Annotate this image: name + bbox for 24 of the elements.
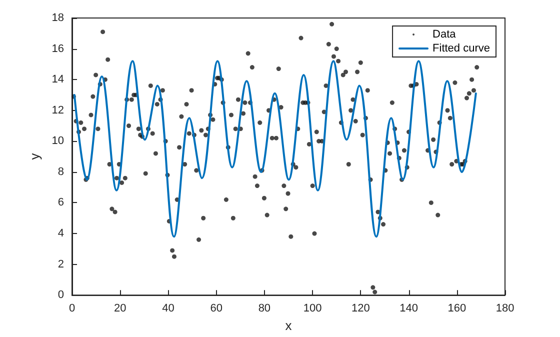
y-axis-title: y bbox=[26, 152, 42, 160]
x-tick-label: 0 bbox=[68, 302, 76, 315]
legend-label: Fitted curve bbox=[432, 42, 490, 54]
x-tick-label: 120 bbox=[351, 302, 370, 315]
y-tick-label: 18 bbox=[52, 12, 64, 24]
x-tick-label: 20 bbox=[114, 302, 126, 315]
y-tick-label: 2 bbox=[58, 258, 64, 270]
x-tick-label: 140 bbox=[400, 302, 418, 315]
x-tick-label: 160 bbox=[448, 302, 466, 315]
y-tick-label: 4 bbox=[58, 228, 64, 240]
y-tick-label: 8 bbox=[58, 166, 64, 178]
x-tick-label: 100 bbox=[303, 302, 322, 315]
x-tick-label: 40 bbox=[162, 302, 174, 315]
y-tick-label: 0 bbox=[58, 289, 64, 302]
x-tick-label: 60 bbox=[210, 302, 222, 315]
y-tick-label: 10 bbox=[52, 135, 64, 148]
x-tick-label: 180 bbox=[496, 302, 514, 315]
y-tick-label: 16 bbox=[52, 42, 64, 55]
x-tick-label: 80 bbox=[258, 302, 271, 315]
text: Data bbox=[432, 28, 457, 40]
y-tick-label: 12 bbox=[52, 104, 64, 116]
y-tick-label: 14 bbox=[52, 74, 64, 86]
y-tick-label: 6 bbox=[58, 196, 64, 209]
x-axis-title: x bbox=[285, 318, 292, 333]
